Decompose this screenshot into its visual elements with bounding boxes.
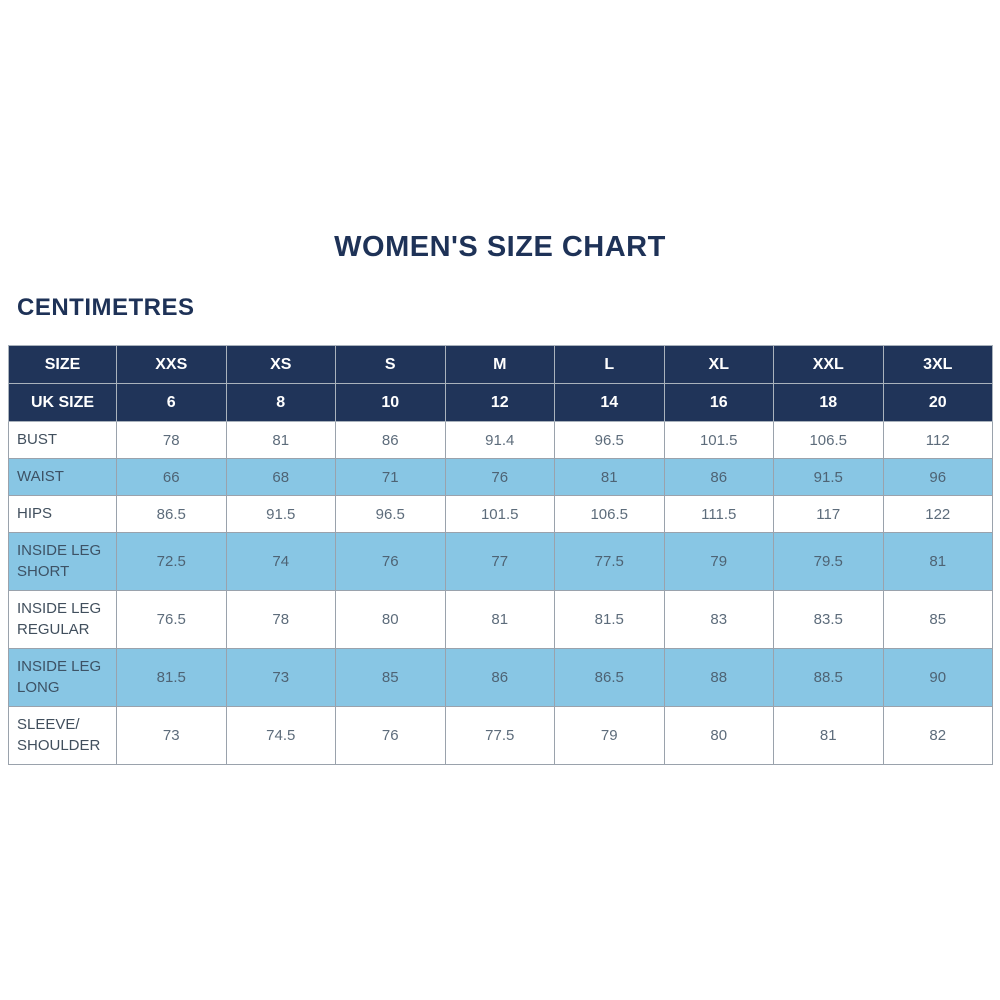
cell-value: 68 xyxy=(225,458,336,496)
table-row-hips: HIPS 86.5 91.5 96.5 101.5 106.5 111.5 11… xyxy=(8,495,993,533)
row-label: SLEEVE/ SHOULDER xyxy=(8,706,117,765)
uk-size-12: 12 xyxy=(444,383,555,422)
cell-value: 111.5 xyxy=(663,495,774,533)
cell-value: 86 xyxy=(663,458,774,496)
uk-size-20: 20 xyxy=(882,383,993,422)
cell-value: 90 xyxy=(882,648,993,707)
col-header-xxl: XXL xyxy=(773,345,884,384)
cell-value: 91.5 xyxy=(225,495,336,533)
cell-value: 72.5 xyxy=(116,532,227,591)
cell-value: 73 xyxy=(225,648,336,707)
cell-value: 79 xyxy=(663,532,774,591)
cell-value: 106.5 xyxy=(773,421,884,459)
cell-value: 81 xyxy=(554,458,665,496)
uk-size-14: 14 xyxy=(554,383,665,422)
cell-value: 74 xyxy=(225,532,336,591)
col-header-m: M xyxy=(444,345,555,384)
cell-value: 81 xyxy=(225,421,336,459)
uk-size-header-label: UK SIZE xyxy=(8,383,117,422)
col-header-xs: XS xyxy=(225,345,336,384)
cell-value: 66 xyxy=(116,458,227,496)
cell-value: 96.5 xyxy=(554,421,665,459)
uk-size-8: 8 xyxy=(225,383,336,422)
cell-value: 88 xyxy=(663,648,774,707)
cell-value: 79 xyxy=(554,706,665,765)
cell-value: 117 xyxy=(773,495,884,533)
cell-value: 78 xyxy=(116,421,227,459)
table-row-sleeve-shoulder: SLEEVE/ SHOULDER 73 74.5 76 77.5 79 80 8… xyxy=(8,706,993,765)
cell-value: 81.5 xyxy=(116,648,227,707)
cell-value: 76.5 xyxy=(116,590,227,649)
cell-value: 81 xyxy=(444,590,555,649)
row-label: HIPS xyxy=(8,495,117,533)
cell-value: 85 xyxy=(882,590,993,649)
cell-value: 80 xyxy=(335,590,446,649)
cell-value: 81.5 xyxy=(554,590,665,649)
row-label: INSIDE LEG SHORT xyxy=(8,532,117,591)
cell-value: 91.5 xyxy=(773,458,884,496)
col-header-s: S xyxy=(335,345,446,384)
cell-value: 101.5 xyxy=(444,495,555,533)
cell-value: 78 xyxy=(225,590,336,649)
row-label: INSIDE LEG LONG xyxy=(8,648,117,707)
table-row-waist: WAIST 66 68 71 76 81 86 91.5 96 xyxy=(8,458,993,496)
row-label: BUST xyxy=(8,421,117,459)
uk-size-16: 16 xyxy=(663,383,774,422)
cell-value: 86.5 xyxy=(554,648,665,707)
cell-value: 101.5 xyxy=(663,421,774,459)
col-header-l: L xyxy=(554,345,665,384)
cell-value: 86.5 xyxy=(116,495,227,533)
cell-value: 83.5 xyxy=(773,590,884,649)
col-header-3xl: 3XL xyxy=(882,345,993,384)
row-label: WAIST xyxy=(8,458,117,496)
cell-value: 86 xyxy=(444,648,555,707)
cell-value: 83 xyxy=(663,590,774,649)
cell-value: 79.5 xyxy=(773,532,884,591)
uk-size-header-row: UK SIZE 6 8 10 12 14 16 18 20 xyxy=(8,383,993,422)
cell-value: 106.5 xyxy=(554,495,665,533)
cell-value: 71 xyxy=(335,458,446,496)
cell-value: 76 xyxy=(335,706,446,765)
cell-value: 77.5 xyxy=(554,532,665,591)
cell-value: 73 xyxy=(116,706,227,765)
cell-value: 76 xyxy=(335,532,446,591)
uk-size-6: 6 xyxy=(116,383,227,422)
cell-value: 77.5 xyxy=(444,706,555,765)
cell-value: 82 xyxy=(882,706,993,765)
size-header-row: SIZE XXS XS S M L XL XXL 3XL xyxy=(8,345,993,384)
cell-value: 77 xyxy=(444,532,555,591)
table-row-inside-leg-regular: INSIDE LEG REGULAR 76.5 78 80 81 81.5 83… xyxy=(8,590,993,649)
cell-value: 81 xyxy=(882,532,993,591)
col-header-xl: XL xyxy=(663,345,774,384)
table-row-bust: BUST 78 81 86 91.4 96.5 101.5 106.5 112 xyxy=(8,421,993,459)
cell-value: 96.5 xyxy=(335,495,446,533)
cell-value: 81 xyxy=(773,706,884,765)
unit-label: CENTIMETRES xyxy=(17,294,195,321)
row-label: INSIDE LEG REGULAR xyxy=(8,590,117,649)
table-row-inside-leg-long: INSIDE LEG LONG 81.5 73 85 86 86.5 88 88… xyxy=(8,648,993,707)
cell-value: 91.4 xyxy=(444,421,555,459)
cell-value: 96 xyxy=(882,458,993,496)
size-chart-table: SIZE XXS XS S M L XL XXL 3XL UK SIZE 6 8… xyxy=(8,345,993,765)
cell-value: 112 xyxy=(882,421,993,459)
col-header-xxs: XXS xyxy=(116,345,227,384)
cell-value: 122 xyxy=(882,495,993,533)
size-header-label: SIZE xyxy=(8,345,117,384)
cell-value: 74.5 xyxy=(225,706,336,765)
table-row-inside-leg-short: INSIDE LEG SHORT 72.5 74 76 77 77.5 79 7… xyxy=(8,532,993,591)
page-title: WOMEN'S SIZE CHART xyxy=(334,231,666,263)
cell-value: 86 xyxy=(335,421,446,459)
cell-value: 88.5 xyxy=(773,648,884,707)
cell-value: 80 xyxy=(663,706,774,765)
cell-value: 76 xyxy=(444,458,555,496)
uk-size-18: 18 xyxy=(773,383,884,422)
cell-value: 85 xyxy=(335,648,446,707)
uk-size-10: 10 xyxy=(335,383,446,422)
